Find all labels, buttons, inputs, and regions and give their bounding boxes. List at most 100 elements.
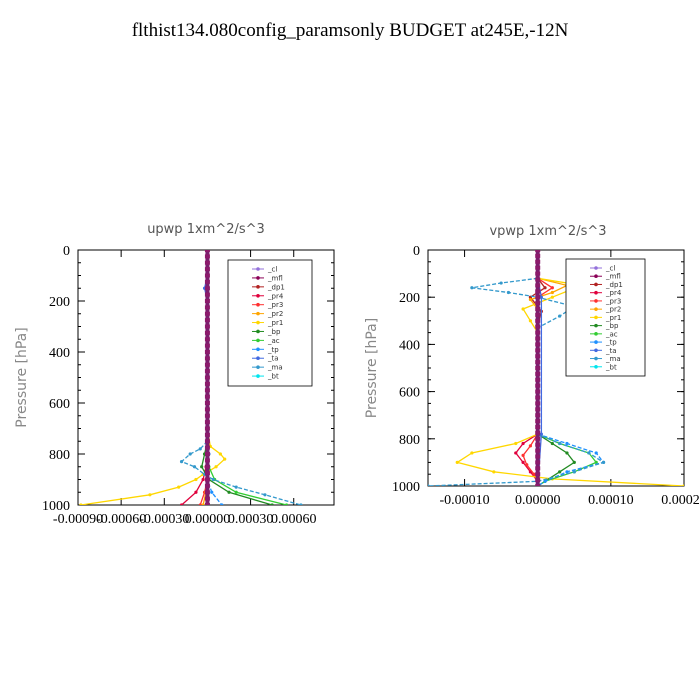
zero-line-marker <box>535 324 541 329</box>
legend-box <box>227 259 313 387</box>
zero-line-marker <box>535 401 541 406</box>
legend-swatch-marker <box>256 276 260 280</box>
x-tick-label: -0.00010 <box>439 493 489 508</box>
legend-box <box>565 258 646 377</box>
series-point-pr4 <box>514 451 518 455</box>
legend-swatch-marker <box>594 299 598 303</box>
zero-line-marker <box>204 273 210 278</box>
series-point-ac <box>284 503 289 505</box>
legend-label: _cl <box>267 266 277 274</box>
series-point-pr2 <box>550 290 554 295</box>
series-point-pr3 <box>525 463 529 467</box>
series-point-tp <box>565 441 569 446</box>
y-tick-label: 400 <box>399 338 420 353</box>
legend-label: _mfl <box>605 273 621 281</box>
y-tick-label: 800 <box>399 433 420 448</box>
legend-label: _ma <box>605 355 621 363</box>
legend-swatch-marker <box>256 293 260 298</box>
panel-title: vpwp 1xm^2/s^3 <box>489 224 606 239</box>
series-point-pr1 <box>218 452 222 456</box>
zero-line-marker <box>204 426 210 431</box>
zero-line-marker <box>204 330 210 335</box>
legend-label: _pr3 <box>605 297 621 305</box>
zero-line-marker <box>535 348 541 353</box>
legend-swatch-marker <box>256 374 260 378</box>
series-point-ma <box>198 447 202 451</box>
series-point-bp <box>558 470 562 474</box>
series-point-pr3 <box>521 453 525 457</box>
legend-label: _ta <box>605 347 617 355</box>
zero-line-marker <box>535 342 541 347</box>
legend-label: _bt <box>605 363 617 371</box>
zero-line-marker <box>204 362 210 367</box>
panel-title: upwp 1xm^2/s^3 <box>147 222 265 237</box>
series-point-bp <box>572 460 576 464</box>
zero-line-marker <box>204 483 210 488</box>
series-point-bp <box>550 441 554 446</box>
zero-line-marker <box>535 307 541 311</box>
zero-line-marker <box>204 356 210 361</box>
series-point-ma <box>506 290 511 295</box>
legend-swatch-marker <box>256 338 260 343</box>
legend-label: _pr2 <box>267 310 283 318</box>
legend-swatch-marker <box>594 274 598 279</box>
legend-label: _bp <box>605 322 619 330</box>
legend-swatch-marker <box>594 266 598 270</box>
series-point-tp <box>220 503 224 505</box>
series-point-ma <box>179 460 184 464</box>
legend-swatch-marker <box>594 290 598 295</box>
zero-line-marker <box>535 407 541 412</box>
series-point-pr3 <box>198 503 202 505</box>
zero-line-marker <box>535 478 541 483</box>
series-line-ac <box>206 441 287 505</box>
zero-line-marker <box>535 436 541 441</box>
series-point-ta <box>539 432 543 436</box>
series-point-bp <box>200 465 204 469</box>
zero-line-marker <box>535 460 541 465</box>
series-point-pr1 <box>79 503 83 505</box>
legend-label: _ac <box>605 330 618 338</box>
legend-label: _ta <box>267 355 279 363</box>
legend-label: _ac <box>267 337 280 345</box>
zero-line-marker <box>204 490 210 495</box>
zero-line-marker <box>204 267 210 272</box>
series-point-pr1 <box>223 457 227 461</box>
zero-line-marker <box>204 369 210 374</box>
legend-swatch-marker <box>256 347 260 352</box>
x-tick-label: 0.00030 <box>228 512 274 527</box>
legend-swatch-marker <box>256 365 260 369</box>
legend-swatch-marker <box>256 311 260 316</box>
series-point-ma <box>499 281 503 285</box>
legend-label: _mfl <box>267 274 283 282</box>
legend-label: _cl <box>605 265 615 273</box>
zero-line-marker <box>204 375 210 380</box>
y-axis-label: Pressure [hPa] <box>14 327 30 427</box>
zero-line-marker <box>535 425 541 429</box>
legend-label: _pr4 <box>605 289 622 297</box>
series-point-bp <box>270 503 274 505</box>
series-point-tp <box>565 470 569 474</box>
y-tick-label: 0 <box>413 244 420 259</box>
series-point-pr1 <box>214 465 218 469</box>
zero-line-marker <box>535 301 541 306</box>
zero-line-marker <box>535 395 541 400</box>
legend-label: _pr3 <box>267 301 283 309</box>
zero-line-marker <box>204 413 210 418</box>
y-axis-label: Pressure [hPa] <box>364 318 380 418</box>
legend-label: _bt <box>267 373 279 381</box>
zero-line-marker <box>535 371 541 376</box>
series-group <box>79 250 303 505</box>
series-point-pr1 <box>470 451 474 455</box>
zero-line-marker <box>204 407 210 412</box>
legend-swatch-marker <box>594 315 598 320</box>
series-point-pr2 <box>528 297 533 302</box>
series-point-ma <box>572 470 576 474</box>
zero-line-marker <box>535 419 541 424</box>
zero-line-marker <box>204 464 210 469</box>
zero-line-marker <box>535 383 541 388</box>
zero-line-marker <box>535 330 541 335</box>
zero-line-marker <box>204 311 210 316</box>
zero-line-marker <box>535 466 541 471</box>
